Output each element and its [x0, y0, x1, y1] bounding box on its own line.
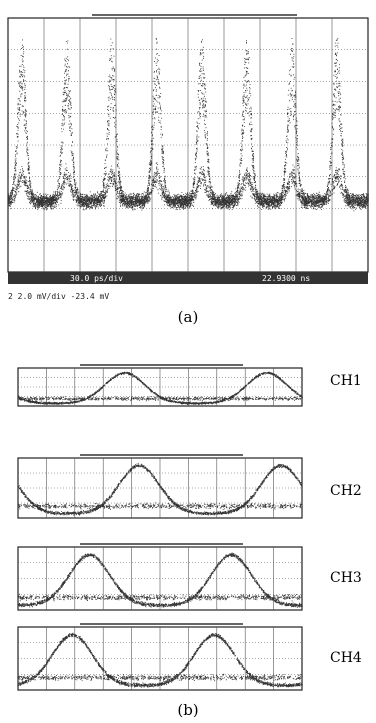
caption-a: (a): [178, 308, 199, 326]
channel-label: CH1: [330, 373, 362, 389]
channel-label: CH4: [330, 650, 362, 666]
caption-b: (b): [177, 701, 198, 719]
channel-label: CH2: [330, 483, 362, 499]
time-offset: 22.9300 ns: [262, 274, 310, 283]
channel-info: 2 2.0 mV/div -23.4 mV: [8, 292, 109, 301]
status-bar: [8, 272, 368, 284]
figure: 30.0 ps/div 22.9300 ns 2 2.0 mV/div -23.4 …: [0, 0, 376, 723]
channel-label: CH3: [330, 570, 362, 586]
timebase: 30.0 ps/div: [70, 274, 123, 283]
